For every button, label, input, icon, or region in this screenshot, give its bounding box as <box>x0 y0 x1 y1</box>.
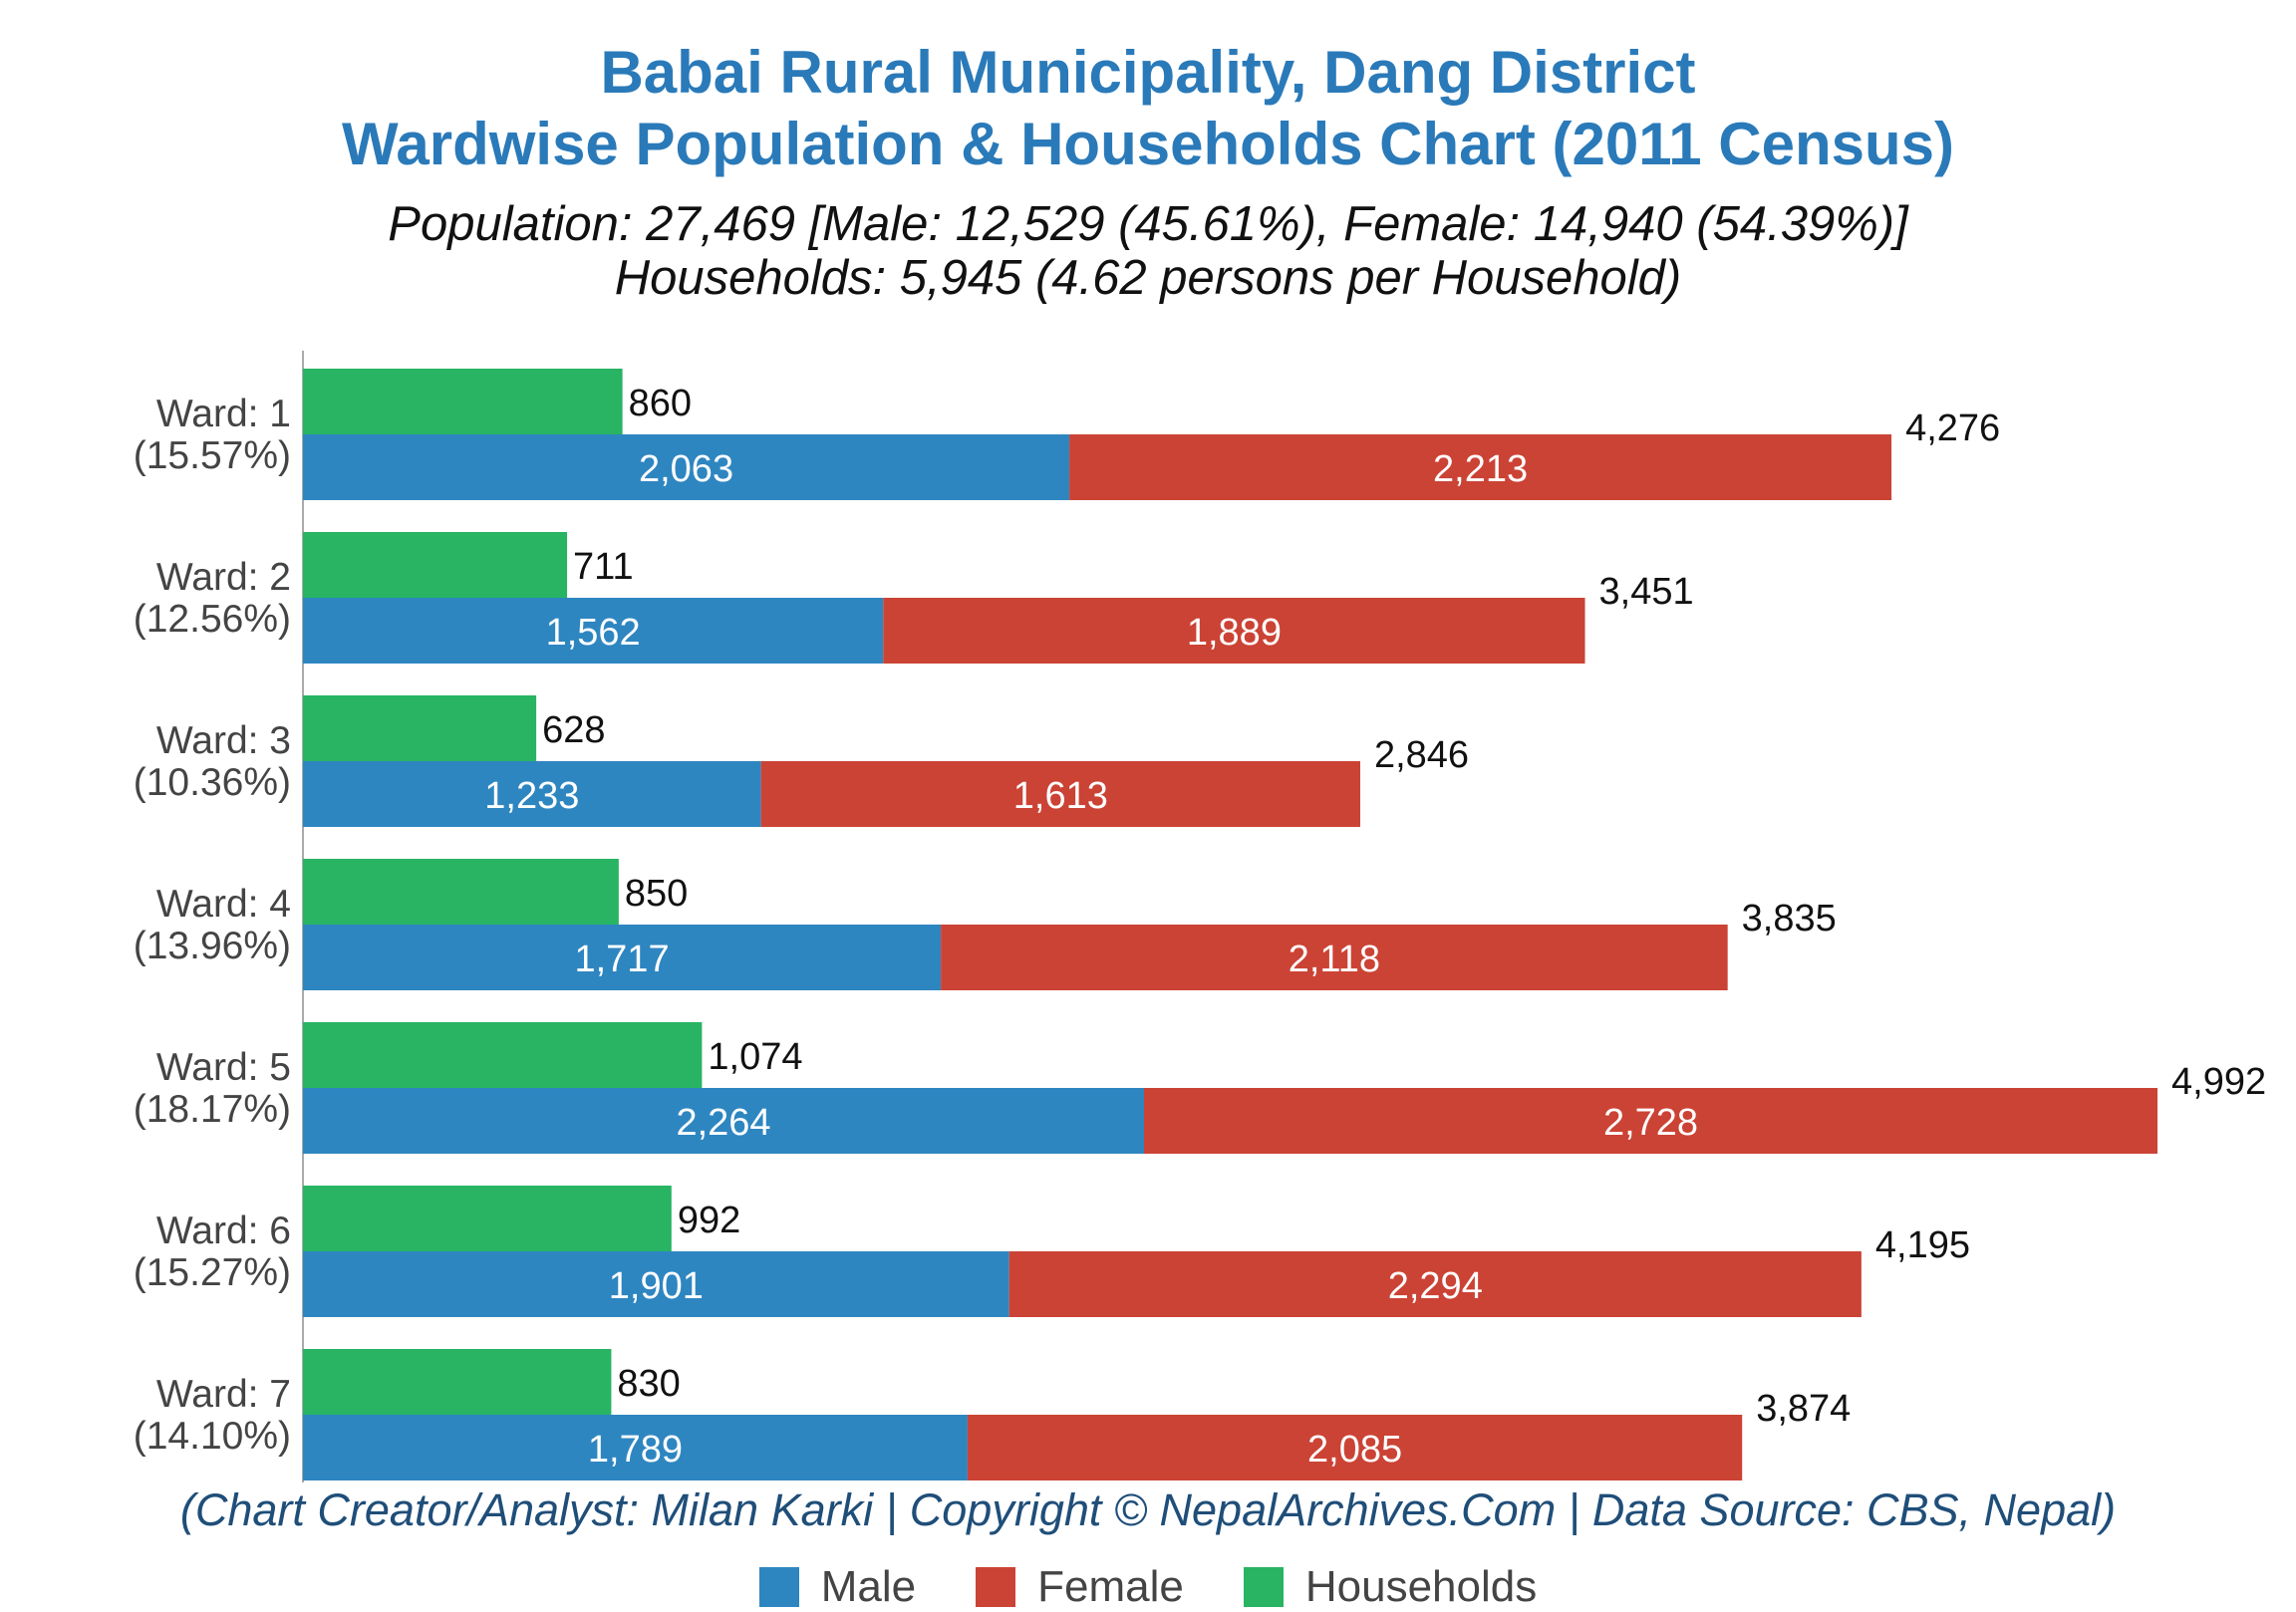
chart-title-line2: Wardwise Population & Households Chart (… <box>341 111 1955 177</box>
households-bar <box>303 695 537 761</box>
households-value-label: 992 <box>678 1200 740 1241</box>
male-value-label: 2,264 <box>676 1102 770 1144</box>
female-value-label: 2,294 <box>1388 1265 1483 1307</box>
households-value-label: 850 <box>625 873 688 915</box>
male-value-label: 1,717 <box>574 939 669 980</box>
female-bar <box>760 761 1360 827</box>
households-value-label: 830 <box>617 1363 680 1405</box>
legend-item-households: Households <box>1243 1562 1538 1612</box>
ward-percent-label: (14.10%) <box>134 1415 291 1458</box>
total-value-label: 3,835 <box>1742 898 1837 940</box>
total-value-label: 2,846 <box>1374 734 1469 776</box>
total-value-label: 4,276 <box>1905 407 2000 449</box>
chart-legend: Male Female Households <box>0 1562 2296 1612</box>
chart-credit: (Chart Creator/Analyst: Milan Karki | Co… <box>179 1484 2117 1535</box>
ward-percent-label: (15.27%) <box>134 1251 291 1294</box>
households-bar <box>303 859 619 925</box>
male-bar <box>303 761 761 827</box>
ward-percent-label: (12.56%) <box>134 598 291 641</box>
male-value-label: 1,789 <box>588 1429 683 1471</box>
households-bar <box>303 369 623 434</box>
ward-label: Ward: 2 <box>156 556 291 599</box>
households-bar <box>303 1186 672 1251</box>
female-value-label: 2,728 <box>1603 1102 1698 1144</box>
female-value-label: 2,213 <box>1433 448 1528 490</box>
households-value-label: 711 <box>573 546 634 588</box>
ward-percent-label: (10.36%) <box>134 761 291 804</box>
male-bar <box>303 925 942 990</box>
total-value-label: 3,874 <box>1756 1388 1851 1430</box>
ward-label: Ward: 4 <box>156 883 291 926</box>
male-bar <box>303 434 1070 500</box>
male-bar <box>303 598 884 664</box>
chart-title-line1: Babai Rural Municipality, Dang District <box>600 39 1696 106</box>
ward-label: Ward: 3 <box>156 719 291 762</box>
female-value-label: 1,613 <box>1013 775 1108 817</box>
households-value-label: 1,074 <box>708 1036 802 1078</box>
female-bar <box>883 598 1585 664</box>
female-bar <box>941 925 1728 990</box>
legend-swatch-male <box>758 1567 799 1607</box>
female-value-label: 2,085 <box>1307 1429 1402 1471</box>
chart-subtitle-population: Population: 27,469 [Male: 12,529 (45.61%… <box>388 197 1908 251</box>
households-bar <box>303 1349 612 1415</box>
female-bar <box>1008 1251 1862 1317</box>
male-value-label: 1,562 <box>546 612 641 654</box>
male-value-label: 1,233 <box>484 775 579 817</box>
total-value-label: 3,451 <box>1599 571 1694 613</box>
legend-swatch-female <box>976 1567 1016 1607</box>
households-bar <box>303 532 568 598</box>
male-bar <box>303 1415 968 1480</box>
ward-label: Ward: 1 <box>156 393 291 435</box>
male-bar <box>303 1251 1009 1317</box>
ward-label: Ward: 7 <box>156 1373 291 1416</box>
female-bar <box>967 1415 1743 1480</box>
total-value-label: 4,195 <box>1875 1224 1970 1266</box>
legend-item-female: Female <box>976 1562 1184 1612</box>
chart-subtitle-households: Households: 5,945 (4.62 persons per Hous… <box>614 251 1682 305</box>
ward-percent-label: (13.96%) <box>134 925 291 967</box>
ward-label: Ward: 5 <box>156 1046 291 1089</box>
male-value-label: 2,063 <box>639 448 733 490</box>
female-bar <box>1069 434 1892 500</box>
male-bar <box>303 1088 1145 1154</box>
households-value-label: 860 <box>629 383 692 424</box>
legend-label-female: Female <box>1037 1562 1184 1611</box>
female-value-label: 2,118 <box>1289 939 1380 980</box>
legend-label-households: Households <box>1304 1562 1538 1611</box>
ward-percent-label: (15.57%) <box>134 434 291 477</box>
ward-percent-label: (18.17%) <box>134 1088 291 1131</box>
female-bar <box>1144 1088 2157 1154</box>
legend-label-male: Male <box>820 1562 917 1611</box>
households-bar <box>303 1022 703 1088</box>
total-value-label: 4,992 <box>2171 1061 2266 1103</box>
ward-label: Ward: 6 <box>156 1209 291 1252</box>
legend-swatch-households <box>1243 1567 1284 1607</box>
households-value-label: 628 <box>542 709 605 751</box>
legend-item-male: Male <box>758 1562 917 1612</box>
female-value-label: 1,889 <box>1187 612 1282 654</box>
male-value-label: 1,901 <box>609 1265 704 1307</box>
